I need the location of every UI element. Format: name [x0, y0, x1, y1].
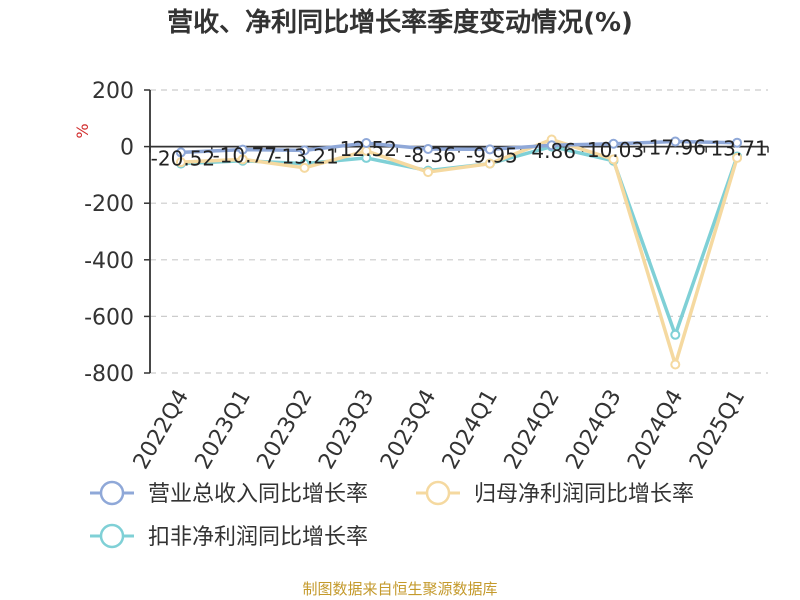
- data-point: [237, 144, 248, 155]
- data-label: 4.86: [531, 139, 576, 163]
- y-tick-label: 200: [92, 79, 134, 104]
- legend-label: 扣非净利润同比增长率: [148, 525, 368, 550]
- series-line: [180, 139, 738, 155]
- data-point: [484, 144, 495, 155]
- data-point: [175, 147, 186, 158]
- x-tick-label: 2024Q1: [438, 386, 503, 474]
- x-tick-label: 2024Q3: [561, 386, 626, 474]
- data-label: 13.71: [710, 137, 767, 161]
- y-tick-label: -200: [84, 192, 134, 217]
- legend-item: 扣非净利润同比增长率: [90, 523, 368, 550]
- data-label: 10.03: [587, 138, 644, 162]
- y-axis-unit-label: %: [73, 123, 92, 138]
- legend-item: 营业总收入同比增长率: [90, 480, 368, 507]
- x-tick-label: 2024Q2: [500, 386, 565, 474]
- data-label: -9.95: [466, 143, 518, 167]
- x-tick-label: 2023Q4: [376, 385, 441, 473]
- data-label: -8.36: [404, 143, 456, 167]
- data-label: -10.77: [212, 144, 276, 168]
- data-point: [732, 152, 743, 163]
- data-point: [423, 143, 434, 154]
- chart-title: 营收、净利同比增长率季度变动情况(%): [167, 8, 633, 38]
- data-label: 17.96: [649, 136, 706, 160]
- series-lines: [175, 134, 743, 370]
- data-labels: -20.52-10.77-13.21 12.52 -8.36 -9.95 4.86 10.…: [151, 136, 768, 171]
- data-point: [361, 138, 372, 149]
- y-tick-label: -600: [84, 305, 134, 330]
- legend-label: 归母净利润同比增长率: [474, 482, 694, 507]
- data-point: [299, 145, 310, 156]
- data-point: [299, 162, 310, 173]
- data-point: [608, 154, 619, 165]
- series-line: [180, 137, 739, 367]
- y-tick-label: -400: [84, 249, 134, 274]
- data-point: [732, 137, 743, 148]
- data-point: [175, 157, 186, 168]
- legend-swatch-marker: [99, 480, 125, 506]
- data-label: -13.21: [274, 144, 338, 168]
- data-point: [423, 167, 434, 178]
- data-label: 12.52: [340, 137, 397, 161]
- data-point: [670, 359, 681, 370]
- x-tick-label: 2025Q1: [685, 386, 750, 474]
- legend-item: 归母净利润同比增长率: [416, 480, 694, 507]
- legend-swatch-marker: [425, 480, 451, 506]
- x-tick-label: 2022Q4: [129, 386, 194, 474]
- data-point: [546, 140, 557, 151]
- data-point: [237, 154, 248, 165]
- legend-swatch-marker: [99, 523, 125, 549]
- data-point: [670, 329, 681, 340]
- legend-label: 营业总收入同比增长率: [148, 482, 368, 507]
- data-point: [484, 158, 495, 169]
- y-tick-label: -800: [84, 362, 134, 387]
- y-tick-label: 0: [120, 136, 134, 161]
- x-tick-label: 2024Q4: [623, 386, 688, 474]
- data-label: -20.52: [151, 146, 215, 170]
- data-point: [608, 138, 619, 149]
- data-point: [670, 136, 681, 147]
- source-note: 制图数据来自恒生聚源数据库: [302, 580, 498, 598]
- x-tick-label: 2023Q1: [191, 386, 256, 474]
- series-line: [180, 144, 739, 337]
- x-tick-label: 2023Q3: [314, 386, 379, 474]
- grid-lines: [150, 89, 768, 374]
- x-tick-label: 2023Q2: [252, 386, 317, 474]
